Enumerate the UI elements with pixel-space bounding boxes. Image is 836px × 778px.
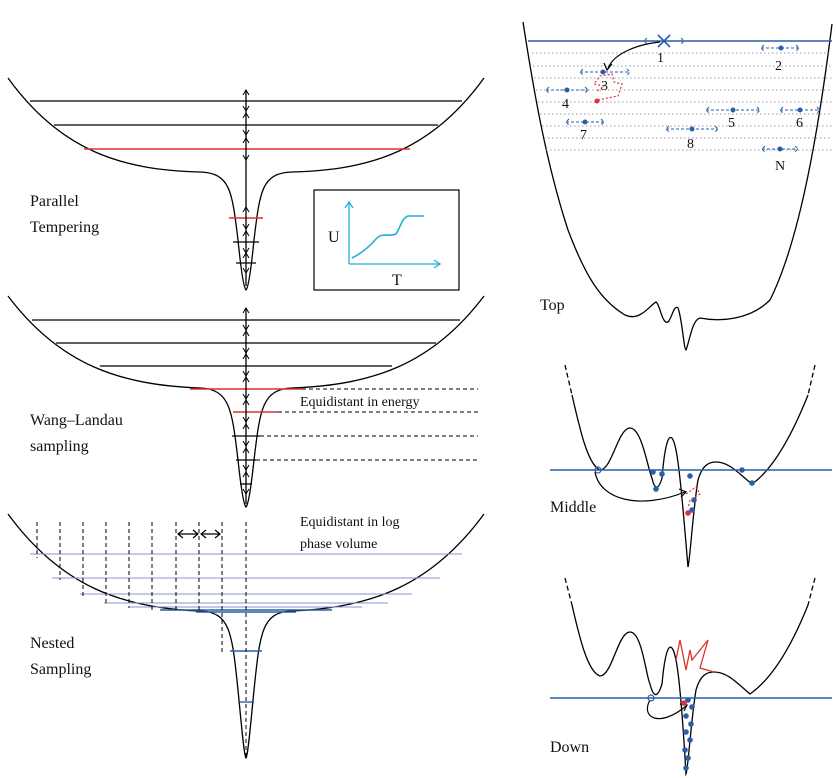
walker-3-random-walk <box>592 73 623 101</box>
inset-x-arrow <box>433 259 442 269</box>
walker-label-3: 3 <box>601 79 608 94</box>
middle-random-walk <box>685 486 701 509</box>
walker-6-marker <box>779 106 821 114</box>
down-sample-points <box>682 697 695 771</box>
walker-label-2: 2 <box>775 59 782 74</box>
down-label: Down <box>550 739 589 756</box>
ns-note-line1: Equidistant in log <box>300 515 400 530</box>
parallel-tempering-panel: Parallel Tempering U T <box>7 77 485 291</box>
walker-4-marker <box>545 86 589 94</box>
middle-sample-on-threshold <box>594 466 602 474</box>
wl-swap-arrows <box>242 307 250 495</box>
walker-8-marker <box>665 125 719 133</box>
pt-label-line1: Parallel <box>30 193 79 210</box>
walker-label-n: N <box>775 159 785 174</box>
middle-curve-dashed-right <box>807 364 816 396</box>
walker-1-marker <box>643 34 685 48</box>
nested-sampling-panel: Equidistant in log phase volume Nested S… <box>7 513 485 759</box>
walker-1-clone-arrow <box>607 41 661 69</box>
inset-frame <box>313 189 460 291</box>
pt-label-line2: Tempering <box>30 219 99 236</box>
walker-label-4: 4 <box>562 97 569 112</box>
down-panel: Down <box>550 577 832 777</box>
down-curve-dashed-left <box>564 577 573 606</box>
walker-7-marker <box>565 118 605 126</box>
down-sample-on-threshold <box>647 694 655 702</box>
top-energy-landscape <box>522 21 833 351</box>
ns-label-line1: Nested <box>30 635 74 652</box>
middle-curve-dashed-left <box>564 364 573 396</box>
walker-3-marker <box>579 68 631 104</box>
walker-n-marker <box>761 145 799 153</box>
inset-xlabel: T <box>392 272 402 289</box>
walker-2-marker <box>760 44 800 52</box>
wang-landau-panel: Equidistant in energy Wang–Landau sampli… <box>7 295 485 508</box>
top-dotted-levels <box>532 52 832 151</box>
walker-label-1: 1 <box>657 51 664 66</box>
ns-note-line2: phase volume <box>300 537 377 552</box>
ns-label-line2: Sampling <box>30 661 91 678</box>
walker-label-8: 8 <box>687 137 694 152</box>
wl-label-line1: Wang–Landau <box>30 412 123 429</box>
walker-label-7: 7 <box>580 128 587 143</box>
pt-swap-arrows <box>242 89 250 274</box>
down-clone-arrow <box>646 699 687 720</box>
pt-energy-well <box>7 77 485 291</box>
ns-spacing-arrows <box>177 529 221 539</box>
energy-temperature-inset: U T <box>313 189 460 291</box>
walker-3-new-sample <box>594 98 600 104</box>
middle-sample-points <box>650 467 755 513</box>
middle-clone-arrow <box>594 471 686 502</box>
middle-energy-landscape <box>571 394 809 568</box>
middle-panel: Middle <box>550 364 832 568</box>
down-curve-dashed-right <box>807 577 816 606</box>
middle-label: Middle <box>550 499 596 516</box>
down-rejected-move <box>675 639 715 673</box>
down-new-sample <box>681 700 687 706</box>
top-label: Top <box>540 297 565 314</box>
wl-energy-well <box>7 295 485 508</box>
ns-vertical-dashes <box>36 522 247 756</box>
middle-new-sample <box>685 510 691 516</box>
inset-ylabel: U <box>328 229 340 246</box>
clone-arrow-head <box>603 62 613 72</box>
wl-note: Equidistant in energy <box>300 395 420 410</box>
walker-label-5: 5 <box>728 116 735 131</box>
top-panel: 1 2 3 4 5 6 7 8 N Top <box>522 21 833 351</box>
inset-energy-curve <box>351 215 424 259</box>
walker-label-6: 6 <box>796 116 803 131</box>
down-energy-landscape <box>571 604 809 777</box>
middle-clone-arrow-head <box>678 488 688 498</box>
inset-y-arrow <box>344 200 354 209</box>
wl-label-line2: sampling <box>30 438 89 455</box>
walker-5-marker <box>705 106 761 114</box>
